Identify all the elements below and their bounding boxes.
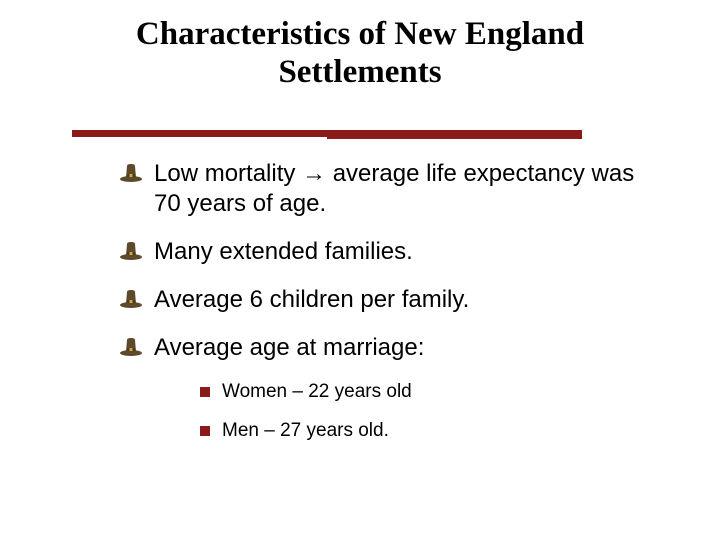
sub-list-item: Women – 22 years old: [200, 381, 665, 403]
underline-thin: [327, 137, 582, 139]
title-line-2: Settlements: [278, 54, 441, 90]
bullet-text: Average age at marriage:: [154, 333, 424, 363]
sub-bullet-text: Men – 27 years old.: [222, 420, 389, 442]
sub-bullet-text: Women – 22 years old: [222, 381, 412, 403]
square-bullet-icon: [200, 426, 210, 436]
bullet-text: Average 6 children per family.: [154, 285, 469, 315]
list-item: Average 6 children per family.: [120, 285, 665, 315]
list-item: Many extended families.: [120, 237, 665, 267]
title-line-1: Characteristics of New England: [136, 16, 584, 52]
slide-title: Characteristics of New England Settlemen…: [0, 0, 720, 92]
title-underline: [72, 130, 582, 137]
list-item: Low mortality → average life expectancy …: [120, 159, 665, 219]
sub-list-item: Men – 27 years old.: [200, 420, 665, 442]
list-item: Average age at marriage:: [120, 333, 665, 363]
pilgrim-hat-icon: [120, 164, 142, 182]
underline-thick: [72, 130, 582, 137]
pilgrim-hat-icon: [120, 290, 142, 308]
pilgrim-hat-icon: [120, 338, 142, 356]
square-bullet-icon: [200, 387, 210, 397]
content-area: Low mortality → average life expectancy …: [120, 159, 665, 442]
bullet-text: Low mortality → average life expectancy …: [154, 159, 665, 219]
pilgrim-hat-icon: [120, 242, 142, 260]
bullet-text: Many extended families.: [154, 237, 413, 267]
sub-list: Women – 22 years old Men – 27 years old.: [200, 381, 665, 442]
